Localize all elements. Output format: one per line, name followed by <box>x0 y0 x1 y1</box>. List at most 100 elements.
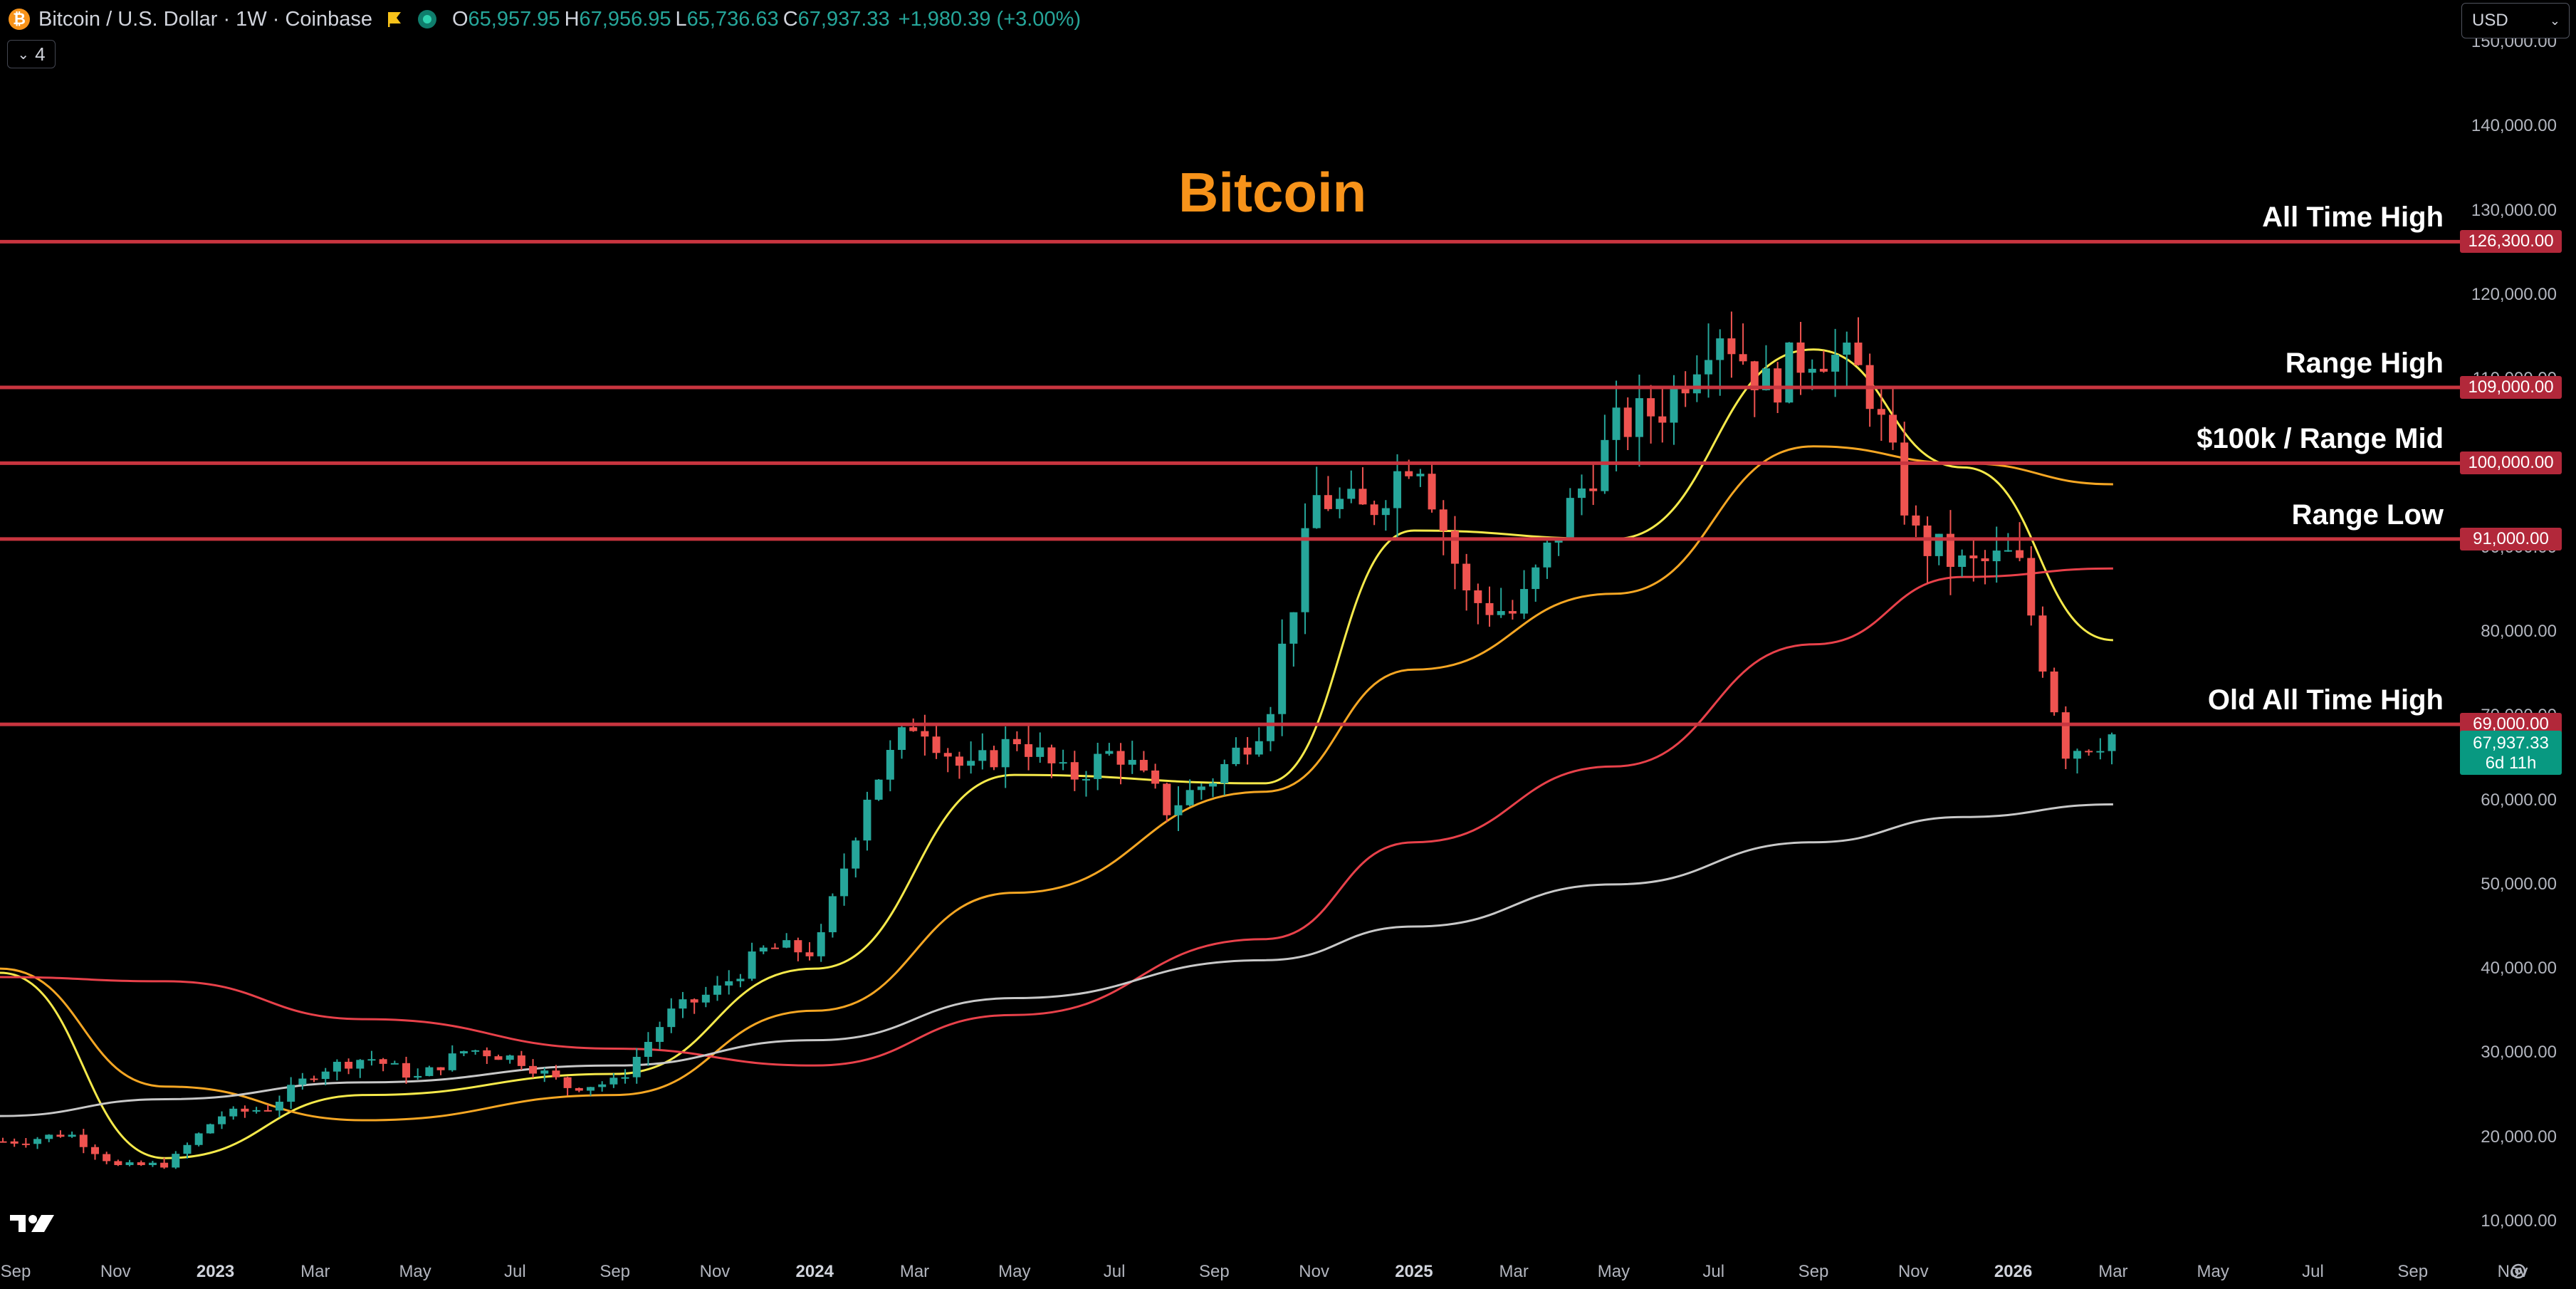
candle-body <box>298 1078 307 1085</box>
time-axis-label: Nov <box>699 1262 731 1281</box>
moving-average-line-1 <box>0 348 2113 1159</box>
candle-body <box>1474 590 1482 603</box>
candle-body <box>1716 338 1724 360</box>
price-axis-label: 10,000.00 <box>2481 1211 2557 1231</box>
candle-body <box>817 932 825 956</box>
candle-body <box>955 756 963 766</box>
indicator-count: 4 <box>35 43 46 65</box>
candle-body <box>103 1154 111 1162</box>
candle-body <box>2073 751 2082 759</box>
candle-body <box>1116 751 1125 765</box>
price-axis-label: 60,000.00 <box>2481 790 2557 810</box>
candle-body <box>1428 474 1436 510</box>
gear-icon[interactable] <box>2508 1261 2529 1282</box>
level-price-tag: 126,300.00 <box>2460 230 2562 254</box>
candle-body <box>978 750 987 761</box>
candle-body <box>483 1050 491 1057</box>
candle-body <box>770 947 779 949</box>
candle-body <box>414 1075 422 1078</box>
time-axis-label: Nov <box>1897 1262 1929 1281</box>
chevron-down-icon: ⌄ <box>2549 13 2560 28</box>
level-price-tag: 109,000.00 <box>2460 375 2562 399</box>
time-axis-label: Nov <box>100 1262 131 1281</box>
candle-body <box>10 1141 19 1144</box>
candle-body <box>1439 509 1447 531</box>
candle-body <box>701 994 710 1003</box>
open-key: O <box>451 7 468 31</box>
candle-body <box>1347 489 1356 499</box>
low-value: 65,736.63 <box>686 7 779 31</box>
candle-body <box>1185 790 1194 805</box>
candle-body <box>598 1084 607 1087</box>
candle-body <box>1969 555 1978 559</box>
candle-body <box>1197 786 1205 790</box>
candle-body <box>632 1057 641 1077</box>
candle-body <box>218 1116 226 1124</box>
open-value: 65,957.95 <box>468 7 560 31</box>
candle-body <box>1059 762 1067 764</box>
candle-body <box>1025 744 1033 757</box>
candle-body <box>1232 747 1240 764</box>
candle-body <box>471 1050 480 1052</box>
candle-body <box>90 1147 99 1154</box>
candle-body <box>1601 439 1609 491</box>
candle-body <box>1036 747 1044 757</box>
candle-body <box>1174 805 1183 815</box>
candle-body <box>1416 474 1425 476</box>
time-axis-label: Nov <box>1299 1262 1329 1281</box>
time-axis-label: 2026 <box>1994 1262 2033 1281</box>
candle-body <box>2004 550 2012 552</box>
candle-body <box>1012 739 1021 745</box>
candle-body <box>517 1055 525 1066</box>
candle-body <box>609 1077 618 1085</box>
candle-body <box>921 731 929 737</box>
candle-body <box>909 727 918 731</box>
time-axis-label: Mar <box>899 1262 930 1281</box>
candle-body <box>241 1108 249 1112</box>
level-label: Range Low <box>2291 499 2444 531</box>
candle-body <box>1854 343 1863 365</box>
price-axis-label: 30,000.00 <box>2481 1043 2557 1063</box>
candle-body <box>1774 368 1782 403</box>
flag-icon[interactable] <box>387 11 402 28</box>
candle-body <box>287 1085 295 1102</box>
candle-body <box>1566 498 1574 540</box>
time-axis-label: Sep <box>0 1262 31 1281</box>
candle-body <box>943 753 952 757</box>
current-price-tag: 67,937.33 6d 11h <box>2460 731 2562 775</box>
candle-body <box>725 981 733 986</box>
candle-body <box>160 1162 169 1168</box>
level-price-tag: 100,000.00 <box>2460 452 2562 475</box>
candle-body <box>1912 515 1920 526</box>
time-axis-label: 2025 <box>1395 1262 1433 1281</box>
candle-body <box>736 979 745 981</box>
candle-body <box>1370 504 1378 516</box>
candle-body <box>1670 387 1678 423</box>
currency-select[interactable]: USD ⌄ <box>2461 3 2570 38</box>
price-axis-label: 130,000.00 <box>2471 200 2557 220</box>
candle-body <box>1220 763 1229 783</box>
indicators-toggle-button[interactable]: ⌄ 4 <box>7 40 56 68</box>
candle-body <box>1900 442 1909 516</box>
candle-body <box>1485 602 1494 615</box>
candle-body <box>21 1143 30 1145</box>
candle-body <box>345 1061 353 1069</box>
symbol-header[interactable]: ₿ Bitcoin / U.S. Dollar · 1W · Coinbase … <box>0 0 1081 38</box>
price-change: +1,980.39 (+3.00%) <box>898 7 1082 31</box>
candle-body <box>1358 489 1367 505</box>
candle-body <box>114 1161 122 1165</box>
tradingview-logo-icon[interactable] <box>10 1212 56 1235</box>
candle-body <box>1094 753 1102 779</box>
candle-body <box>252 1110 261 1112</box>
candle-body <box>886 750 894 780</box>
candle-body <box>1405 471 1413 476</box>
candle-body <box>805 952 814 956</box>
candle-body <box>563 1077 572 1088</box>
candle-body <box>506 1055 514 1060</box>
symbol-name[interactable]: Bitcoin / U.S. Dollar · 1W · Coinbase <box>38 7 372 31</box>
bar-countdown: 6d 11h <box>2485 753 2537 773</box>
high-value: 67,956.95 <box>579 7 671 31</box>
candle-body <box>402 1063 411 1078</box>
candle-body <box>321 1071 330 1080</box>
